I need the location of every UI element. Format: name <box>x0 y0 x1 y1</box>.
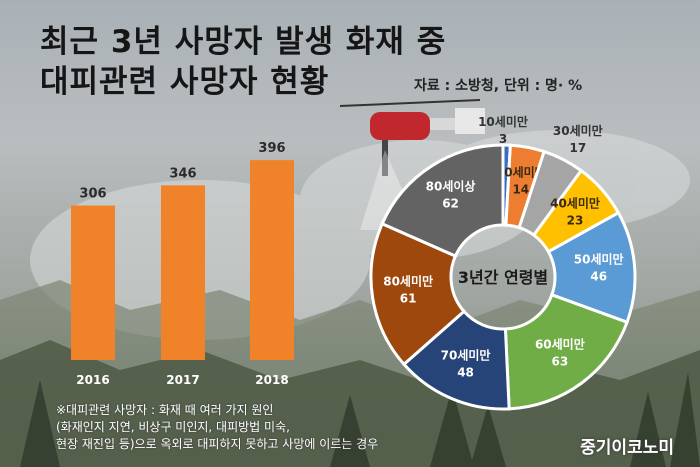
x-tick-label: 2016 <box>76 373 109 387</box>
bar-2017 <box>161 185 205 360</box>
slice-category-label: 80세미만 <box>383 274 433 289</box>
source-note: 자료 : 소방청, 단위 : 명· % <box>414 78 583 94</box>
slice-category-label: 10세미만 <box>478 114 528 129</box>
slice-value-label: 46 <box>590 269 607 283</box>
footnote-line-1: ※대피관련 사망자 : 화재 때 여러 가지 원인 <box>56 403 274 417</box>
slice-value-label: 23 <box>567 214 584 228</box>
slice-category-label: 30세미만 <box>553 123 603 138</box>
slice-value-label: 48 <box>457 365 474 379</box>
donut-slice-80세이상 <box>380 143 505 259</box>
bar-value-label: 346 <box>169 166 196 181</box>
slice-value-label: 62 <box>442 197 459 211</box>
slice-value-label: 63 <box>552 354 569 368</box>
x-tick-label: 2018 <box>255 373 288 387</box>
chart-title: 최근 3년 사망자 발생 화재 중 대피관련 사망자 현황 <box>40 22 446 102</box>
tree-silhouettes <box>20 372 700 467</box>
slice-category-label: 80세이상 <box>426 179 476 194</box>
footnote-line-3: 현장 재진입 등)으로 옥외로 대피하지 못하고 사망에 이르는 경우 <box>56 437 379 451</box>
slice-category-label: 40세미만 <box>550 196 600 211</box>
title-line-1: 최근 3년 사망자 발생 화재 중 <box>40 24 447 60</box>
slice-category-label: 60세미만 <box>535 336 585 351</box>
bar-value-label: 306 <box>79 187 106 202</box>
slice-value-label: 3 <box>499 132 507 146</box>
slice-value-label: 61 <box>400 292 417 306</box>
footnote: ※대피관련 사망자 : 화재 때 여러 가지 원인 (화재인지 지연, 비상구 … <box>56 402 378 453</box>
bar-2016 <box>71 205 115 360</box>
slice-value-label: 17 <box>569 141 586 155</box>
donut-slice-80세미만 <box>369 221 467 367</box>
brand-logo-text: 중기이코노미 <box>580 438 674 458</box>
title-line-2: 대피관련 사망자 현황 <box>40 64 330 100</box>
donut-slice-70세미만 <box>401 309 511 411</box>
bar-2018 <box>250 160 294 360</box>
footnote-line-2: (화재인지 지연, 비상구 미인지, 대피방법 미숙, <box>56 420 290 434</box>
slice-category-label: 70세미만 <box>441 347 491 362</box>
donut-slice-60세미만 <box>503 292 629 411</box>
slice-category-label: 20세미만 <box>496 165 546 180</box>
slice-value-label: 14 <box>512 183 529 197</box>
slice-category-label: 50세미만 <box>574 251 624 266</box>
donut-center-label: 3년간 연령별 <box>458 268 548 287</box>
x-tick-label: 2017 <box>166 373 199 387</box>
bar-value-label: 396 <box>258 141 285 156</box>
